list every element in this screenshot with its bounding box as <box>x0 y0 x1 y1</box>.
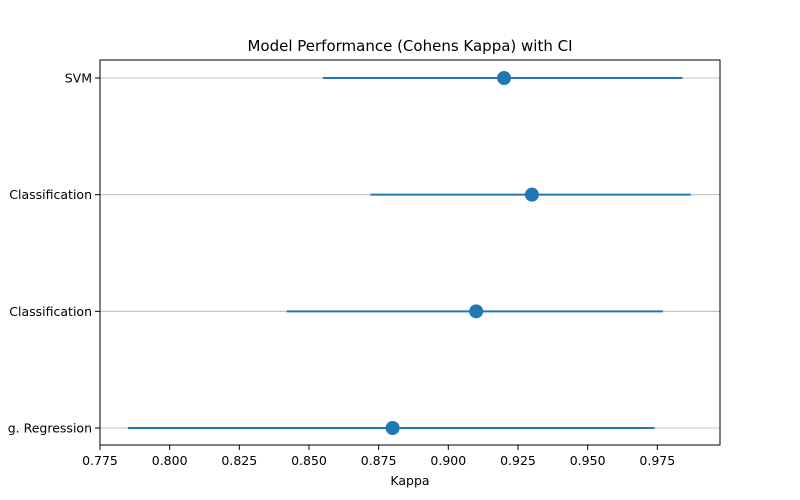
data-point <box>469 304 484 319</box>
x-axis-label: Kappa <box>390 473 429 488</box>
data-point <box>497 71 512 85</box>
grid-layer <box>100 77 720 429</box>
marks-layer <box>127 71 691 435</box>
data-point <box>524 187 539 202</box>
x-tick-label: 0.950 <box>570 453 606 468</box>
y-tick-label: Classification <box>9 304 92 319</box>
y-axis: SVM Classification Classification g. Regres… <box>8 71 100 436</box>
y-tick-label: g. Regression <box>8 421 92 436</box>
x-tick-label: 0.925 <box>500 453 536 468</box>
x-tick-label: 0.775 <box>82 453 118 468</box>
x-tick-label: 0.825 <box>221 453 257 468</box>
data-point <box>385 421 400 435</box>
chart-title: Model Performance (Cohens Kappa) with CI <box>247 37 572 55</box>
y-tick-label: SVM <box>65 71 92 86</box>
x-tick-label: 0.900 <box>430 453 466 468</box>
plot-frame <box>99 59 721 446</box>
y-tick-label: Classification <box>9 187 92 202</box>
x-tick-label: 0.850 <box>291 453 327 468</box>
x-tick-label: 0.800 <box>152 453 188 468</box>
x-tick-label: 0.975 <box>639 453 675 468</box>
x-axis: 0.775 0.800 0.825 0.850 0.875 0.900 0.925 0.950… <box>82 445 675 468</box>
x-tick-label: 0.875 <box>361 453 397 468</box>
